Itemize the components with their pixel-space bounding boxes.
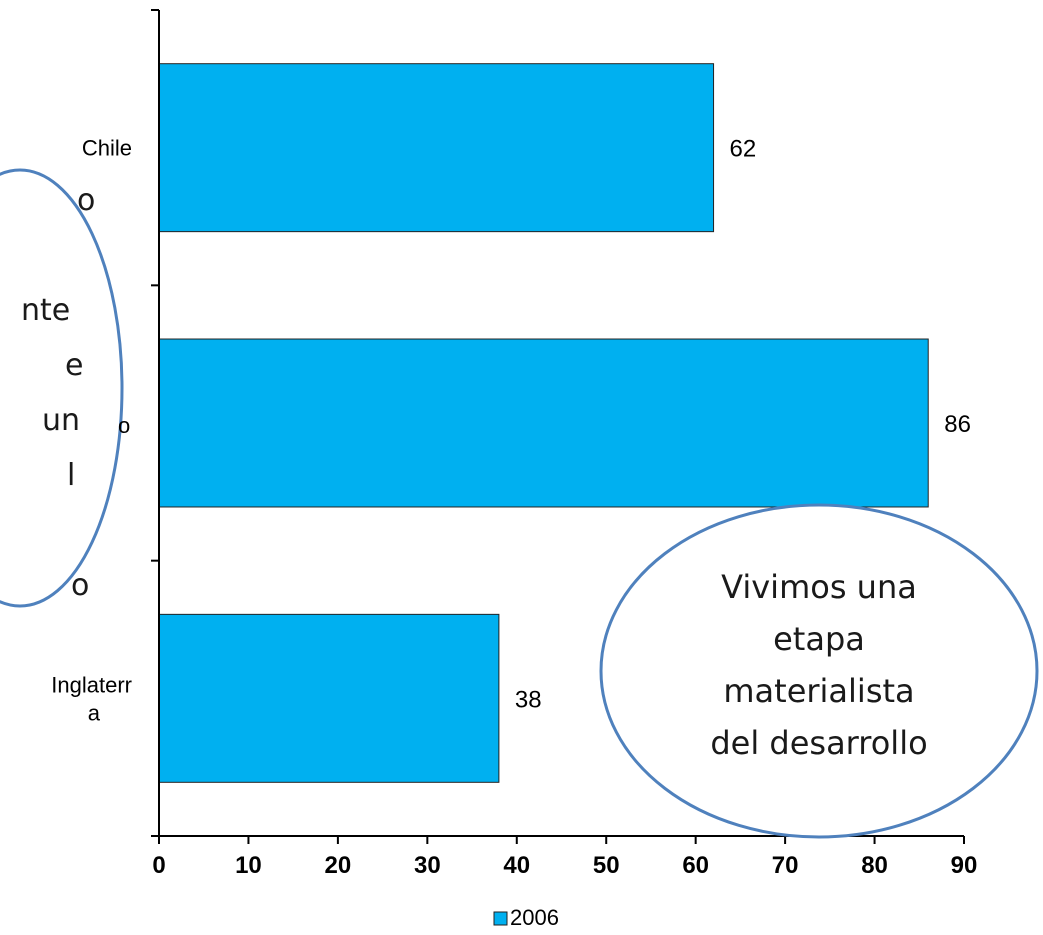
y-axis: [151, 9, 160, 837]
category-labels: Chile Inglaterr a: [51, 136, 132, 726]
left-bubble-line-2: nte: [21, 293, 70, 328]
x-tick-label-6: 60: [682, 852, 709, 879]
x-tick-label-7: 70: [772, 852, 799, 879]
right-bubble-line-3: del desarrollo: [710, 724, 927, 762]
bar-2: [158, 613, 500, 783]
x-tick-label-0: 0: [152, 852, 165, 879]
left-bubble-line-7: o: [71, 568, 89, 603]
legend-label: 2006: [510, 905, 559, 930]
right-callout-bubble: [599, 503, 1039, 839]
bar-0: [158, 63, 715, 233]
category-label-2: Inglaterr a: [51, 672, 132, 725]
x-tick-label-2: 20: [325, 852, 352, 879]
left-bubble-line-3: e: [65, 348, 83, 383]
data-labels-group: 62 86 38: [515, 136, 971, 714]
left-callout-bubble: [0, 168, 124, 608]
right-bubble-line-0: Vivimos una: [721, 568, 917, 606]
right-bubble-line-2: materialista: [723, 672, 914, 710]
x-tick-label-4: 40: [503, 852, 530, 879]
legend: 2006: [493, 905, 559, 930]
x-tick-label-3: 30: [414, 852, 441, 879]
left-bubble-line-0: o: [77, 183, 95, 218]
right-bubble-line-1: etapa: [773, 620, 865, 658]
partial-category-label: o: [118, 413, 130, 438]
x-tick-label-8: 80: [861, 852, 888, 879]
x-tick-label-9: 90: [951, 852, 978, 879]
left-bubble-line-5: l: [67, 458, 75, 493]
bar-1: [158, 338, 929, 508]
legend-swatch: [493, 911, 508, 926]
left-bubble-line-4: un: [42, 403, 80, 438]
category-label-0: Chile: [82, 136, 132, 161]
right-callout-text: Vivimos una etapa materialista del desarrol…: [710, 568, 927, 762]
x-tick-label-1: 10: [235, 852, 262, 879]
x-axis: 0 10 20 30 40 50 60 70 80 90: [151, 835, 978, 879]
data-label-1: 86: [944, 411, 971, 438]
x-tick-label-5: 50: [593, 852, 620, 879]
data-label-0: 62: [730, 136, 757, 163]
left-callout-text: o nte e un l o: [21, 183, 95, 603]
bars-group: [158, 63, 929, 783]
data-label-2: 38: [515, 686, 542, 713]
